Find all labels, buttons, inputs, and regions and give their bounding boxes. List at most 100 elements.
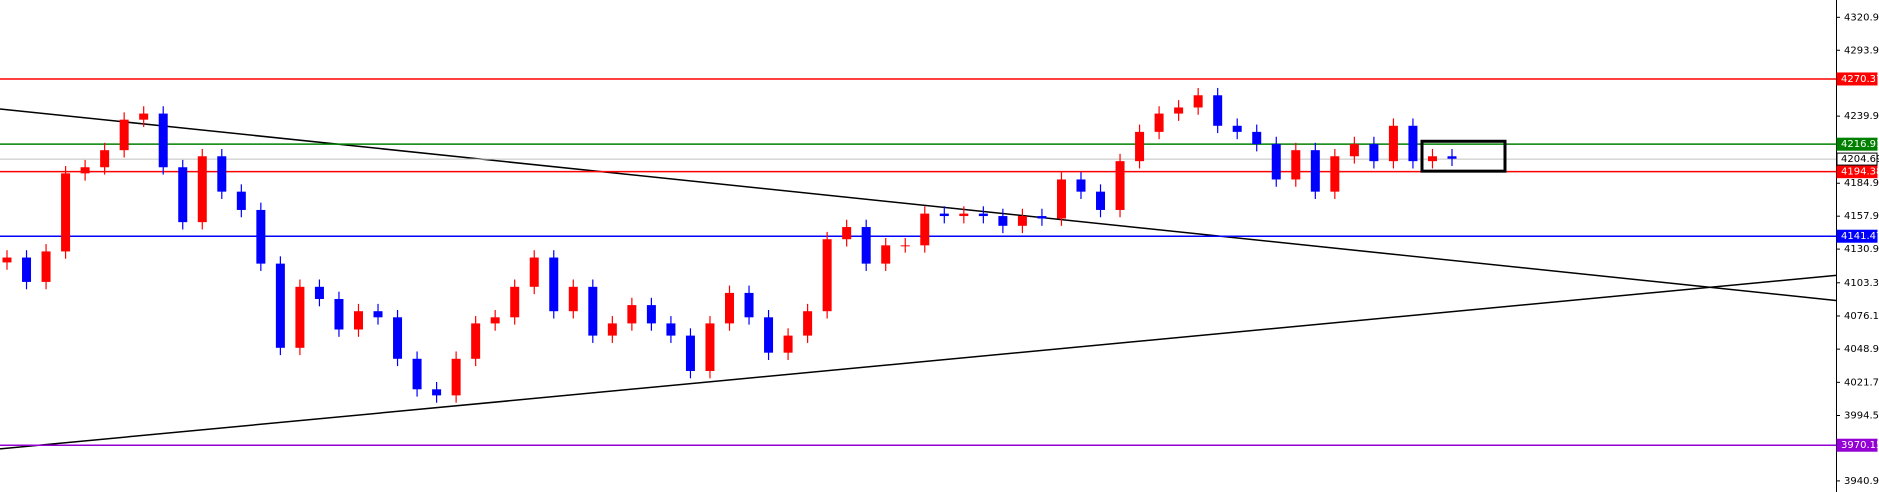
y-tick-label: 3940.90 — [1844, 476, 1879, 487]
range-box — [1420, 139, 1507, 173]
y-tick-label: 4184.90 — [1844, 178, 1879, 189]
candle-body — [1427, 156, 1437, 162]
candle-body — [451, 358, 461, 396]
candle-body — [80, 167, 90, 174]
candle-body — [119, 119, 129, 151]
price-tag — [1836, 438, 1878, 452]
price-tag — [1836, 152, 1878, 166]
candle-body — [1271, 144, 1281, 180]
trend-line — [0, 274, 1837, 450]
candle-body — [1135, 131, 1145, 162]
y-tick-label: 4157.90 — [1844, 211, 1879, 222]
y-tick-label: 4130.90 — [1844, 244, 1879, 255]
candle-body — [549, 257, 559, 312]
candle-body — [490, 317, 500, 324]
y-tick-label: 4320.90 — [1844, 12, 1879, 23]
price-tag — [1836, 229, 1878, 243]
candle-body — [1154, 113, 1164, 132]
candle-body — [1017, 216, 1027, 226]
y-tick-label: 4103.30 — [1844, 278, 1879, 289]
candle-body — [2, 257, 12, 263]
candle-body — [1291, 150, 1301, 180]
y-tick-label: 4048.90 — [1844, 344, 1879, 355]
candle-body — [568, 286, 578, 312]
candle-body — [607, 323, 617, 336]
candle-body — [1096, 191, 1106, 210]
y-tick-label: 4076.10 — [1844, 311, 1879, 322]
candle-body — [1369, 144, 1379, 162]
candle-body — [842, 227, 852, 240]
candle-body — [783, 335, 793, 353]
trend-line — [0, 108, 1837, 302]
y-tick-label: 4021.70 — [1844, 377, 1879, 388]
candle-body — [236, 191, 246, 210]
candle-body — [646, 305, 656, 324]
candle-body — [744, 292, 754, 318]
price-tag-label: 4194.38 — [1841, 167, 1879, 178]
candle-body — [393, 317, 403, 359]
candle-body — [432, 389, 442, 396]
candle-body — [1232, 125, 1242, 132]
candle-body — [1252, 131, 1262, 145]
candle-body — [1213, 95, 1223, 126]
candle-body — [861, 227, 871, 264]
candle-body — [256, 209, 266, 264]
price-tag — [1836, 137, 1878, 151]
candle-body — [197, 156, 207, 223]
candle-body — [158, 113, 168, 168]
candle-body — [1349, 144, 1359, 157]
candle-body — [1447, 156, 1457, 159]
candle-body — [373, 311, 383, 318]
candle-body — [314, 286, 324, 300]
candle-body — [900, 245, 910, 247]
candle-body — [178, 167, 188, 223]
price-tag-label: 3970.15 — [1841, 440, 1879, 451]
candle-body — [100, 150, 110, 168]
candle-body — [627, 305, 637, 324]
candle-body — [881, 245, 891, 264]
candle-body — [22, 257, 32, 282]
candle-body — [529, 257, 539, 287]
candle-body — [803, 311, 813, 336]
candle-body — [959, 213, 969, 217]
y-tick-label: 3994.50 — [1844, 411, 1879, 422]
candle-body — [1193, 95, 1203, 108]
candle-body — [998, 216, 1008, 226]
candle-body — [275, 263, 285, 348]
candle-body — [334, 299, 344, 330]
candle-body — [705, 323, 715, 371]
price-tag-label: 4270.37 — [1841, 74, 1879, 85]
candle-body — [1330, 156, 1340, 192]
price-tag-label: 4141.47 — [1841, 231, 1879, 242]
candle-body — [471, 323, 481, 359]
candle-body — [685, 335, 695, 371]
candle-body — [1076, 179, 1086, 192]
candle-body — [920, 213, 930, 246]
candle-body — [1388, 125, 1398, 162]
candle-body — [666, 323, 676, 336]
candle-body — [353, 311, 363, 330]
candle-body — [725, 292, 734, 324]
price-tag-label: 4204.69 — [1841, 154, 1879, 165]
candle-body — [61, 173, 71, 252]
candle-body — [1115, 161, 1125, 210]
candle-body — [588, 286, 598, 336]
candle-body — [217, 156, 227, 192]
candle-body — [939, 213, 949, 217]
price-tag-label: 4216.91 — [1841, 139, 1879, 150]
candle-body — [295, 286, 305, 348]
y-tick-label: 4293.90 — [1844, 45, 1879, 56]
price-tag — [1836, 72, 1878, 86]
candle-body — [1037, 216, 1047, 219]
y-tick-label: 4239.90 — [1844, 111, 1879, 122]
candle-body — [1408, 125, 1418, 162]
candle-body — [1174, 107, 1184, 114]
candle-body — [1310, 150, 1320, 192]
candle-body — [412, 358, 422, 390]
candle-body — [764, 317, 774, 353]
candle-body — [1056, 179, 1066, 219]
candle-body — [510, 286, 520, 318]
candle-body — [822, 239, 832, 312]
